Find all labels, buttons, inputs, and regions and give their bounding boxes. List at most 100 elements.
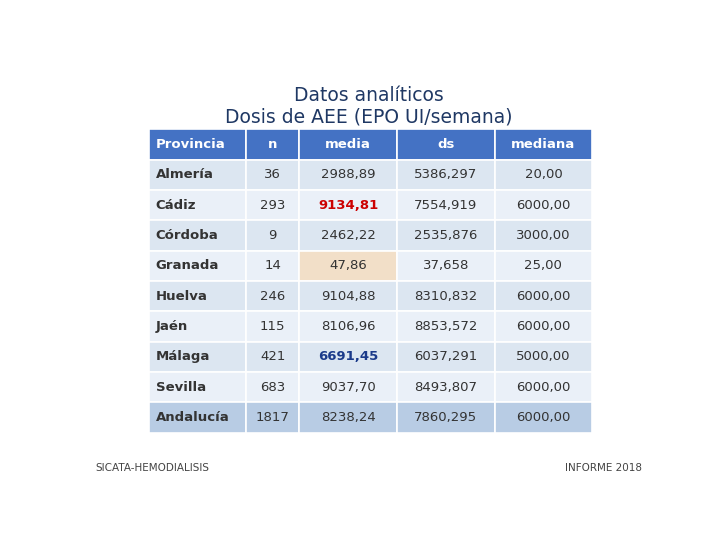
Text: Sevilla: Sevilla xyxy=(156,381,206,394)
Text: 7554,919: 7554,919 xyxy=(414,199,477,212)
Text: 20,00: 20,00 xyxy=(525,168,562,181)
FancyBboxPatch shape xyxy=(246,160,300,190)
FancyBboxPatch shape xyxy=(495,160,593,190)
Text: INFORME 2018: INFORME 2018 xyxy=(565,463,642,473)
FancyBboxPatch shape xyxy=(397,402,495,433)
FancyBboxPatch shape xyxy=(397,342,495,372)
FancyBboxPatch shape xyxy=(148,160,246,190)
FancyBboxPatch shape xyxy=(246,402,300,433)
Text: 293: 293 xyxy=(260,199,286,212)
FancyBboxPatch shape xyxy=(300,129,397,160)
FancyBboxPatch shape xyxy=(300,402,397,433)
FancyBboxPatch shape xyxy=(148,342,246,372)
FancyBboxPatch shape xyxy=(300,312,397,342)
FancyBboxPatch shape xyxy=(300,342,397,372)
Text: 6000,00: 6000,00 xyxy=(516,381,570,394)
FancyBboxPatch shape xyxy=(397,251,495,281)
FancyBboxPatch shape xyxy=(246,312,300,342)
FancyBboxPatch shape xyxy=(495,129,593,160)
FancyBboxPatch shape xyxy=(246,220,300,251)
FancyBboxPatch shape xyxy=(300,160,397,190)
FancyBboxPatch shape xyxy=(397,372,495,402)
Text: Granada: Granada xyxy=(156,259,219,272)
FancyBboxPatch shape xyxy=(246,129,300,160)
Text: 421: 421 xyxy=(260,350,286,363)
FancyBboxPatch shape xyxy=(300,281,397,312)
Text: 8310,832: 8310,832 xyxy=(414,289,477,303)
FancyBboxPatch shape xyxy=(148,281,246,312)
FancyBboxPatch shape xyxy=(148,129,246,160)
FancyBboxPatch shape xyxy=(397,190,495,220)
FancyBboxPatch shape xyxy=(246,342,300,372)
FancyBboxPatch shape xyxy=(495,402,593,433)
Text: n: n xyxy=(268,138,277,151)
FancyBboxPatch shape xyxy=(148,312,246,342)
FancyBboxPatch shape xyxy=(300,190,397,220)
FancyBboxPatch shape xyxy=(397,312,495,342)
FancyBboxPatch shape xyxy=(495,220,593,251)
FancyBboxPatch shape xyxy=(246,190,300,220)
Text: Dosis de AEE (EPO UI/semana): Dosis de AEE (EPO UI/semana) xyxy=(225,107,513,126)
Text: Andalucía: Andalucía xyxy=(156,411,230,424)
Text: Córdoba: Córdoba xyxy=(156,229,219,242)
Text: Huelva: Huelva xyxy=(156,289,207,303)
Text: 6000,00: 6000,00 xyxy=(516,199,570,212)
FancyBboxPatch shape xyxy=(148,220,246,251)
FancyBboxPatch shape xyxy=(495,281,593,312)
Text: 5386,297: 5386,297 xyxy=(414,168,477,181)
Text: 9037,70: 9037,70 xyxy=(321,381,376,394)
FancyBboxPatch shape xyxy=(300,251,397,281)
Text: Almería: Almería xyxy=(156,168,214,181)
Text: 5000,00: 5000,00 xyxy=(516,350,571,363)
FancyBboxPatch shape xyxy=(246,251,300,281)
Text: Jaén: Jaén xyxy=(156,320,188,333)
FancyBboxPatch shape xyxy=(148,372,246,402)
Text: ds: ds xyxy=(437,138,454,151)
Text: 8106,96: 8106,96 xyxy=(321,320,375,333)
Text: 36: 36 xyxy=(264,168,282,181)
Text: 9: 9 xyxy=(269,229,277,242)
FancyBboxPatch shape xyxy=(397,220,495,251)
FancyBboxPatch shape xyxy=(148,402,246,433)
Text: 6000,00: 6000,00 xyxy=(516,289,570,303)
FancyBboxPatch shape xyxy=(300,220,397,251)
Text: Datos analíticos: Datos analíticos xyxy=(294,86,444,105)
FancyBboxPatch shape xyxy=(246,281,300,312)
FancyBboxPatch shape xyxy=(495,342,593,372)
Text: Cádiz: Cádiz xyxy=(156,199,197,212)
FancyBboxPatch shape xyxy=(246,372,300,402)
Text: 2462,22: 2462,22 xyxy=(321,229,376,242)
Text: 3000,00: 3000,00 xyxy=(516,229,571,242)
FancyBboxPatch shape xyxy=(495,190,593,220)
Text: 7860,295: 7860,295 xyxy=(414,411,477,424)
Text: 6037,291: 6037,291 xyxy=(414,350,477,363)
FancyBboxPatch shape xyxy=(148,190,246,220)
Text: 37,658: 37,658 xyxy=(423,259,469,272)
Text: 115: 115 xyxy=(260,320,286,333)
Text: Málaga: Málaga xyxy=(156,350,210,363)
FancyBboxPatch shape xyxy=(495,372,593,402)
Text: media: media xyxy=(325,138,371,151)
FancyBboxPatch shape xyxy=(495,312,593,342)
Text: 8853,572: 8853,572 xyxy=(414,320,477,333)
FancyBboxPatch shape xyxy=(300,372,397,402)
Text: 2988,89: 2988,89 xyxy=(321,168,375,181)
Text: 1817: 1817 xyxy=(256,411,289,424)
Text: mediana: mediana xyxy=(511,138,575,151)
FancyBboxPatch shape xyxy=(148,251,246,281)
Text: 683: 683 xyxy=(260,381,285,394)
Text: 246: 246 xyxy=(260,289,285,303)
Text: 6000,00: 6000,00 xyxy=(516,411,570,424)
Text: 6691,45: 6691,45 xyxy=(318,350,378,363)
Text: Provincia: Provincia xyxy=(156,138,225,151)
Text: 14: 14 xyxy=(264,259,282,272)
Text: 9104,88: 9104,88 xyxy=(321,289,375,303)
Text: 8238,24: 8238,24 xyxy=(321,411,376,424)
Text: 25,00: 25,00 xyxy=(524,259,562,272)
Text: 2535,876: 2535,876 xyxy=(414,229,477,242)
Text: 47,86: 47,86 xyxy=(329,259,367,272)
Text: 6000,00: 6000,00 xyxy=(516,320,570,333)
FancyBboxPatch shape xyxy=(397,129,495,160)
FancyBboxPatch shape xyxy=(495,251,593,281)
Text: 8493,807: 8493,807 xyxy=(414,381,477,394)
